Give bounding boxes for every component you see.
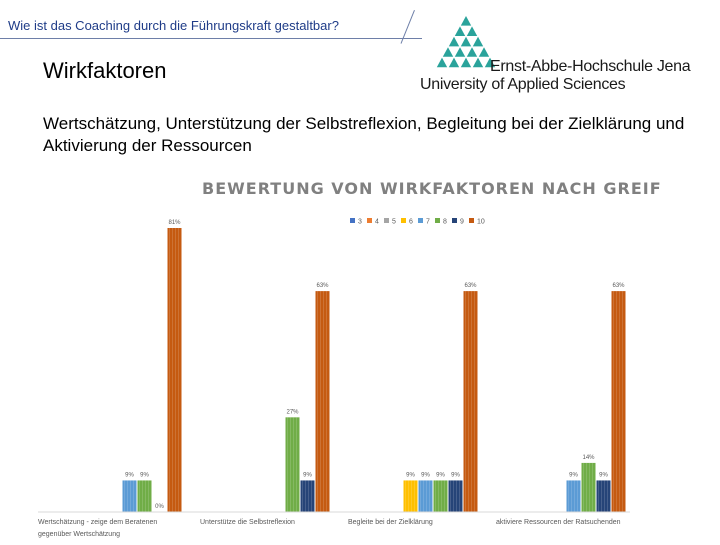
bar-9-cat1 [300,480,315,512]
chart-categories: Wertschätzung - zeige dem Beratenen gegen… [38,519,621,538]
category-label-1: Unterstütze die Selbstreflexion [200,519,295,526]
bar-7-cat0 [122,480,137,512]
bar-8-cat1 [285,417,300,512]
legend-label-4: 4 [375,219,379,226]
legend-swatch-4 [367,218,372,223]
bar-9-cat2 [448,480,463,512]
bar-6-cat2 [403,480,418,512]
logo-triangle-14 [484,57,496,68]
data-label-9-cat0: 0% [155,504,164,510]
logo-triangle-3 [448,36,460,47]
legend-label-8: 8 [443,219,447,226]
bar-8-cat3 [581,462,596,512]
data-label-8-cat1: 27% [286,409,299,415]
chart-title: BEWERTUNG VON WIRKFAKTOREN NACH GREIF [202,179,662,198]
data-label-9-cat3: 9% [599,472,608,478]
bar-7-cat2 [418,480,433,512]
logo-triangle-7 [454,47,466,57]
bar-chart: BEWERTUNG VON WIRKFAKTOREN NACH GREIF 3 4… [30,172,690,540]
bar-10-cat1 [315,291,330,512]
legend-swatch-6 [401,218,406,223]
slide-body-text: Wertschätzung, Unterstützung der Selbstr… [43,114,685,155]
logo-subtitle: University of Applied Sciences [420,76,626,93]
legend-swatch-10 [469,218,474,223]
logo-triangle-9 [478,47,490,57]
logo-triangle-2 [466,26,478,36]
category-label-3: aktiviere Ressourcen der Ratsuchenden [496,519,621,526]
data-label-8-cat2: 9% [436,472,445,478]
logo-triangle-5 [472,36,484,47]
legend-swatch-5 [384,218,389,223]
chart-legend: 3 4 5 6 7 8 9 10 [350,218,485,226]
bar-9-cat3 [596,480,611,512]
category-label-0: Wertschätzung - zeige dem Beratenen [38,519,157,526]
data-label-7-cat2: 9% [421,472,430,478]
legend-swatch-7 [418,218,423,223]
logo-triangle-8 [466,47,478,57]
category-label-0: gegenüber Wertschätzung [38,531,120,538]
data-label-7-cat3: 9% [569,472,578,478]
logo-triangle-10 [436,57,448,68]
legend-label-7: 7 [426,219,430,226]
data-label-9-cat1: 9% [303,472,312,478]
legend-label-6: 6 [409,219,413,226]
data-label-8-cat0: 9% [140,472,149,478]
triangle-logo-icon [436,16,496,68]
legend-swatch-9 [452,218,457,223]
header-divider [0,38,422,39]
legend-label-9: 9 [460,219,464,226]
slide-heading: Wirkfaktoren [43,58,167,83]
bar-10-cat3 [611,291,626,512]
data-label-10-cat1: 63% [316,283,329,289]
logo-name: Ernst-Abbe-Hochschule Jena [490,58,691,75]
logo-triangle-6 [442,47,454,57]
data-label-6-cat2: 9% [406,472,415,478]
slide-header-title: Wie ist das Coaching durch die Führungsk… [8,18,339,33]
legend-label-10: 10 [477,219,485,226]
bar-8-cat2 [433,480,448,512]
chart-svg: BEWERTUNG VON WIRKFAKTOREN NACH GREIF 3 4… [38,179,662,538]
chart-bars: 9% 9% 0% 81% 27% 9% 63% 9% 9% 9% 9% 63% 9% 14% 9% 63% [122,220,626,512]
logo-triangle-11 [448,57,460,68]
bar-8-cat0 [137,480,152,512]
university-logo: Ernst-Abbe-Hochschule Jena University of… [418,12,718,102]
data-label-8-cat3: 14% [582,455,595,461]
data-label-10-cat3: 63% [612,283,625,289]
logo-triangle-13 [472,57,484,68]
bar-7-cat3 [566,480,581,512]
logo-triangle-4 [460,36,472,47]
logo-triangle-0 [460,16,472,26]
logo-triangle-1 [454,26,466,36]
legend-swatch-8 [435,218,440,223]
bar-10-cat0 [167,228,182,512]
data-label-10-cat0: 81% [168,220,181,226]
legend-label-5: 5 [392,219,396,226]
data-label-9-cat2: 9% [451,472,460,478]
category-label-2: Begleite bei der Zielklärung [348,519,433,526]
legend-swatch-3 [350,218,355,223]
legend-label-3: 3 [358,219,362,226]
logo-triangle-12 [460,57,472,68]
data-label-7-cat0: 9% [125,472,134,478]
data-label-10-cat2: 63% [464,283,477,289]
bar-10-cat2 [463,291,478,512]
